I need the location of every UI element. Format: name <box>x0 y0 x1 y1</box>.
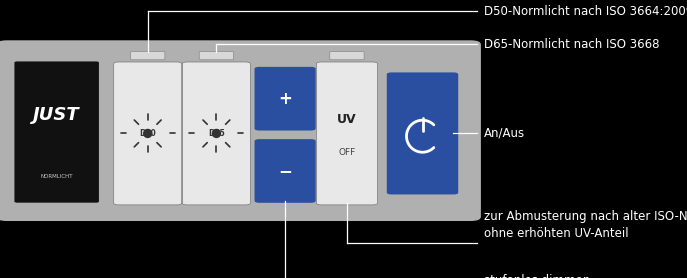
FancyBboxPatch shape <box>254 67 316 131</box>
FancyBboxPatch shape <box>316 62 378 205</box>
Ellipse shape <box>212 130 221 137</box>
FancyBboxPatch shape <box>183 62 251 205</box>
FancyBboxPatch shape <box>387 72 458 195</box>
FancyBboxPatch shape <box>330 51 364 60</box>
FancyBboxPatch shape <box>113 62 181 205</box>
Text: An/Aus: An/Aus <box>484 127 526 140</box>
Text: zur Abmusterung nach alter ISO-Norm
ohne erhöhten UV-Anteil: zur Abmusterung nach alter ISO-Norm ohne… <box>484 210 687 240</box>
Text: NORMLICHT: NORMLICHT <box>41 174 73 179</box>
FancyBboxPatch shape <box>0 40 481 221</box>
FancyBboxPatch shape <box>199 51 234 60</box>
Text: JUST: JUST <box>34 106 80 124</box>
Text: +: + <box>278 90 292 108</box>
Text: D50-Normlicht nach ISO 3664:2009: D50-Normlicht nach ISO 3664:2009 <box>484 5 687 18</box>
Ellipse shape <box>144 130 152 137</box>
Text: D65-Normlicht nach ISO 3668: D65-Normlicht nach ISO 3668 <box>484 38 660 51</box>
FancyBboxPatch shape <box>131 51 165 60</box>
Text: D50: D50 <box>139 130 156 138</box>
Text: UV: UV <box>337 113 357 126</box>
FancyBboxPatch shape <box>14 61 99 203</box>
Text: D65: D65 <box>208 130 225 138</box>
Text: −: − <box>278 162 292 180</box>
Text: OFF: OFF <box>338 148 356 157</box>
FancyBboxPatch shape <box>254 139 316 203</box>
Text: stufenlos dimmen: stufenlos dimmen <box>484 274 591 278</box>
